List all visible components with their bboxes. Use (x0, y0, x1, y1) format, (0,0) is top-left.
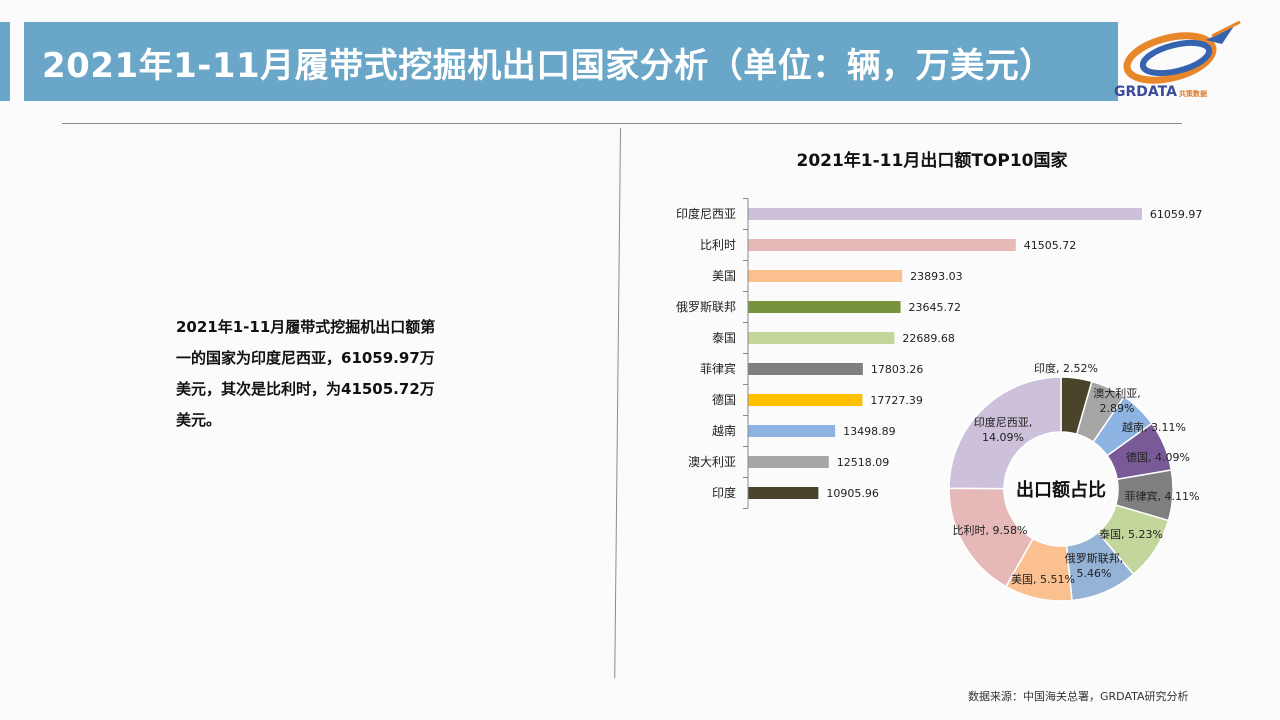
donut-slice-label: 澳大利亚, 2.89% (1093, 386, 1141, 415)
bar-value-label: 17803.26 (871, 363, 924, 376)
bar-category-label: 越南 (712, 423, 736, 438)
bar-0 (748, 208, 1142, 220)
logo-text: GRDATA (1114, 84, 1177, 100)
bar-category-label: 印度 (712, 485, 736, 500)
page-title: 2021年1-11月履带式挖掘机出口国家分析（单位：辆，万美元） (42, 46, 1054, 86)
bar-7 (748, 425, 836, 437)
donut-slice-label: 印度, 2.52% (1034, 361, 1098, 375)
bar-value-label: 13498.89 (843, 425, 896, 438)
bar-value-label: 23645.72 (909, 301, 962, 314)
bar-value-label: 12518.09 (837, 456, 890, 469)
bar-5 (748, 363, 863, 375)
bar-category-label: 美国 (712, 269, 736, 283)
bar-value-label: 22689.68 (902, 332, 955, 345)
bar-category-label: 比利时 (700, 238, 736, 252)
bar-category-label: 印度尼西亚 (676, 206, 736, 221)
bar-9 (748, 487, 819, 499)
bar-6 (748, 394, 863, 406)
bar-category-label: 俄罗斯联邦 (676, 300, 736, 314)
bar-category-label: 泰国 (712, 331, 736, 345)
title-accent-bar (0, 22, 10, 101)
bar-1 (748, 239, 1016, 251)
donut-slice-label: 美国, 5.51% (1011, 573, 1075, 586)
header-divider (62, 123, 1182, 124)
bar-value-label: 10905.96 (826, 487, 879, 500)
bar-value-label: 41505.72 (1024, 239, 1077, 252)
donut-slice-9 (948, 376, 1062, 490)
grdata-logo (1123, 20, 1241, 84)
bar-value-label: 61059.97 (1150, 208, 1203, 221)
bar-8 (748, 456, 829, 468)
donut-center-label: 出口额占比 (1016, 479, 1106, 501)
donut-slice-label: 德国, 4.09% (1126, 450, 1190, 464)
donut-slice-label: 菲律宾, 4.11% (1125, 489, 1200, 503)
bar-category-label: 菲律宾 (700, 361, 736, 376)
donut-slice-label: 越南, 3.11% (1122, 420, 1186, 434)
donut-slice-label: 印度尼西亚, 14.09% (974, 415, 1033, 444)
bar-value-label: 23893.03 (910, 270, 963, 283)
bar-2 (748, 270, 903, 282)
donut-slice-label: 俄罗斯联邦, 5.46% (1065, 552, 1124, 580)
donut-slice-label: 泰国, 5.23% (1099, 527, 1163, 541)
bar-value-label: 17727.39 (870, 394, 923, 407)
summary-text: 2021年1-11月履带式挖掘机出口额第一的国家为印度尼西亚，61059.97万… (176, 318, 436, 429)
logo-subtext: 共策数据 (1178, 90, 1207, 98)
bar-4 (748, 332, 895, 344)
bar-chart-title: 2021年1-11月出口额TOP10国家 (796, 150, 1067, 171)
source-note: 数据来源：中国海关总署，GRDATA研究分析 (968, 690, 1189, 703)
title-bar (24, 22, 1118, 101)
bar-category-label: 德国 (712, 392, 736, 407)
bar-3 (748, 301, 901, 313)
bar-category-label: 澳大利亚 (688, 455, 736, 469)
logo-wordmark: GRDATA 共策数据 (1114, 84, 1207, 100)
donut-slice-label: 比利时, 9.58% (953, 524, 1028, 537)
